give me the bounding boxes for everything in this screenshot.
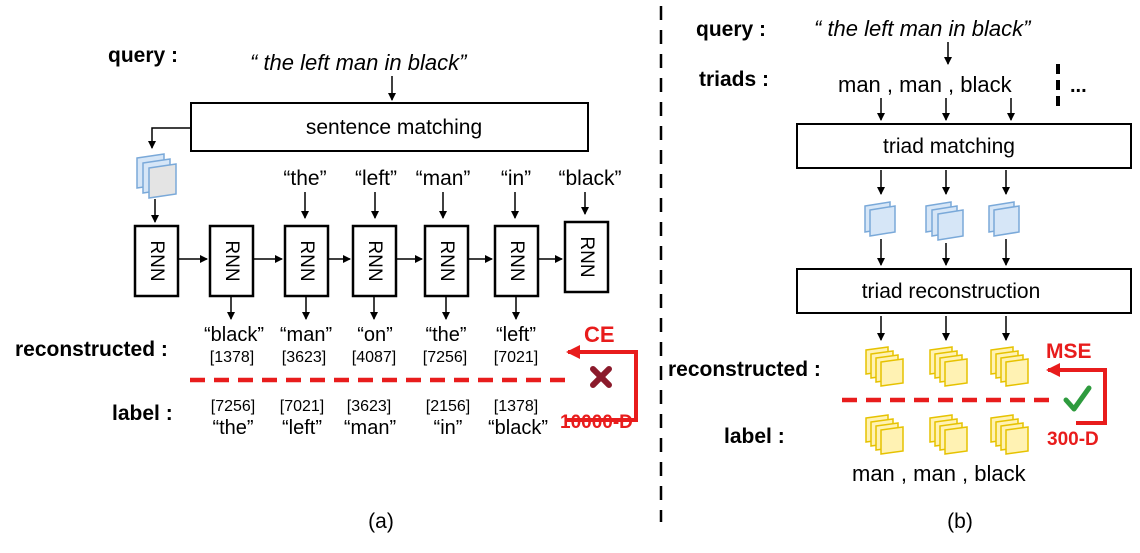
- rnn-cell-1: [133, 224, 180, 298]
- label-id-4: [2156]: [426, 398, 470, 415]
- check-icon: [1063, 385, 1092, 412]
- ce-loss-label: CE: [584, 322, 615, 347]
- reconstruction-output-arrows: [877, 316, 1010, 341]
- rnn-cell-5: [423, 224, 470, 298]
- label-word-3: “man”: [344, 417, 396, 439]
- blue-feature-icon-2: [925, 201, 964, 241]
- caption-b: (b): [947, 510, 973, 533]
- rnn-label-7: RNN: [576, 236, 597, 277]
- rnn-cell-6: [493, 224, 540, 298]
- triad-matching-label: triad matching: [883, 135, 1015, 158]
- panel-a: query : “ the left man in black” sentenc…: [15, 44, 638, 533]
- label-word-4: “in”: [434, 417, 463, 439]
- arrow-matching-to-feature: [148, 127, 191, 149]
- rnn-chain: RNN RNN RNN RNN RNN RNN RNN: [133, 220, 610, 298]
- label-label-a: label :: [112, 402, 173, 425]
- rnn-cell-4: [351, 224, 398, 298]
- reconstructed-id-5: [7021]: [494, 349, 538, 366]
- triad-matching-box: [796, 123, 1132, 169]
- rnn-label-1: RNN: [146, 240, 167, 281]
- reconstructed-word-5: “left”: [496, 324, 536, 346]
- triad-reconstruction-box: [796, 268, 1132, 314]
- rnn-cell-7: [563, 220, 610, 294]
- rnn-label-2: RNN: [221, 240, 242, 281]
- feature-to-reconstruction-arrows: [877, 239, 1010, 266]
- yellow-label-icon-2: [929, 414, 968, 455]
- blue-feature-icon-3: [988, 201, 1020, 237]
- sentence-matching-box: [190, 102, 589, 152]
- reconstructed-word-3: “on”: [357, 324, 393, 346]
- panel-b: query : “ the left man in black” triads …: [668, 16, 1132, 533]
- label-text-b: man , man , black: [852, 461, 1027, 486]
- reconstructed-word-1: “black”: [204, 324, 264, 346]
- reconstructed-label-a: reconstructed :: [15, 338, 168, 361]
- sentence-matching-label: sentence matching: [306, 116, 482, 139]
- reconstructed-id-1: [1378]: [210, 349, 254, 366]
- yellow-label-icon-1: [865, 414, 904, 455]
- dimension-label-a: 10000-D: [560, 412, 633, 433]
- output-arrows: [227, 296, 520, 320]
- triad-arrows: [877, 98, 1015, 121]
- input-word-3: “man”: [416, 167, 471, 190]
- query-label: query :: [108, 44, 178, 67]
- rnn-label-4: RNN: [364, 240, 385, 281]
- label-label-b: label :: [724, 425, 785, 448]
- caption-a: (a): [368, 510, 394, 533]
- reconstructed-label-b: reconstructed :: [668, 358, 821, 381]
- matching-output-arrows: [877, 170, 1010, 195]
- label-word-2: “left”: [282, 417, 322, 439]
- triads-text: man , man , black: [838, 72, 1013, 97]
- reconstructed-word-4: “the”: [425, 324, 466, 346]
- cross-icon: [590, 366, 612, 388]
- blue-feature-icon-1: [864, 201, 896, 237]
- triads-label: triads :: [699, 68, 769, 91]
- label-id-5: [1378]: [494, 398, 538, 415]
- yellow-reconstructed-icon-2: [929, 346, 968, 387]
- triads-ellipsis: ...: [1070, 75, 1087, 97]
- label-id-1: [7256]: [211, 398, 255, 415]
- input-words: “the” “left” “man” “in” “black”: [283, 167, 621, 190]
- rnn-label-6: RNN: [506, 240, 527, 281]
- mse-loss-bracket: [1046, 363, 1107, 425]
- reconstructed-id-3: [4087]: [352, 349, 396, 366]
- yellow-reconstructed-icon-1: [865, 346, 904, 387]
- rnn-label-3: RNN: [296, 240, 317, 281]
- ce-loss-bracket: [566, 345, 638, 422]
- query-text-b: “ the left man in black”: [814, 16, 1032, 41]
- query-label-b: query :: [696, 18, 766, 41]
- input-word-2: “left”: [355, 167, 397, 190]
- yellow-reconstructed-icon-3: [990, 346, 1029, 387]
- visual-feature-icon: [136, 153, 177, 199]
- triad-reconstruction-label: triad reconstruction: [862, 280, 1041, 303]
- input-word-1: “the”: [283, 167, 326, 190]
- yellow-label-icon-3: [990, 414, 1029, 455]
- rnn-label-5: RNN: [436, 240, 457, 281]
- query-text: “ the left man in black”: [250, 50, 468, 75]
- reconstructed-words: “black” “man” “on” “the” “left” [1378] […: [204, 324, 538, 366]
- mse-loss-label: MSE: [1046, 340, 1092, 363]
- reconstructed-word-2: “man”: [280, 324, 332, 346]
- input-word-5: “black”: [558, 167, 621, 190]
- input-word-4: “in”: [501, 167, 531, 190]
- label-words: [7256] [7021] [3623] [2156] [1378] “the”…: [211, 398, 548, 439]
- label-id-2: [7021]: [280, 398, 324, 415]
- reconstructed-id-4: [7256]: [423, 349, 467, 366]
- label-word-1: “the”: [212, 417, 253, 439]
- input-arrows: [301, 192, 589, 219]
- dimension-label-b: 300-D: [1047, 429, 1099, 450]
- label-id-3: [3623]: [347, 398, 391, 415]
- label-word-5: “black”: [488, 417, 548, 439]
- rnn-cell-2: [208, 224, 255, 298]
- reconstructed-id-2: [3623]: [282, 349, 326, 366]
